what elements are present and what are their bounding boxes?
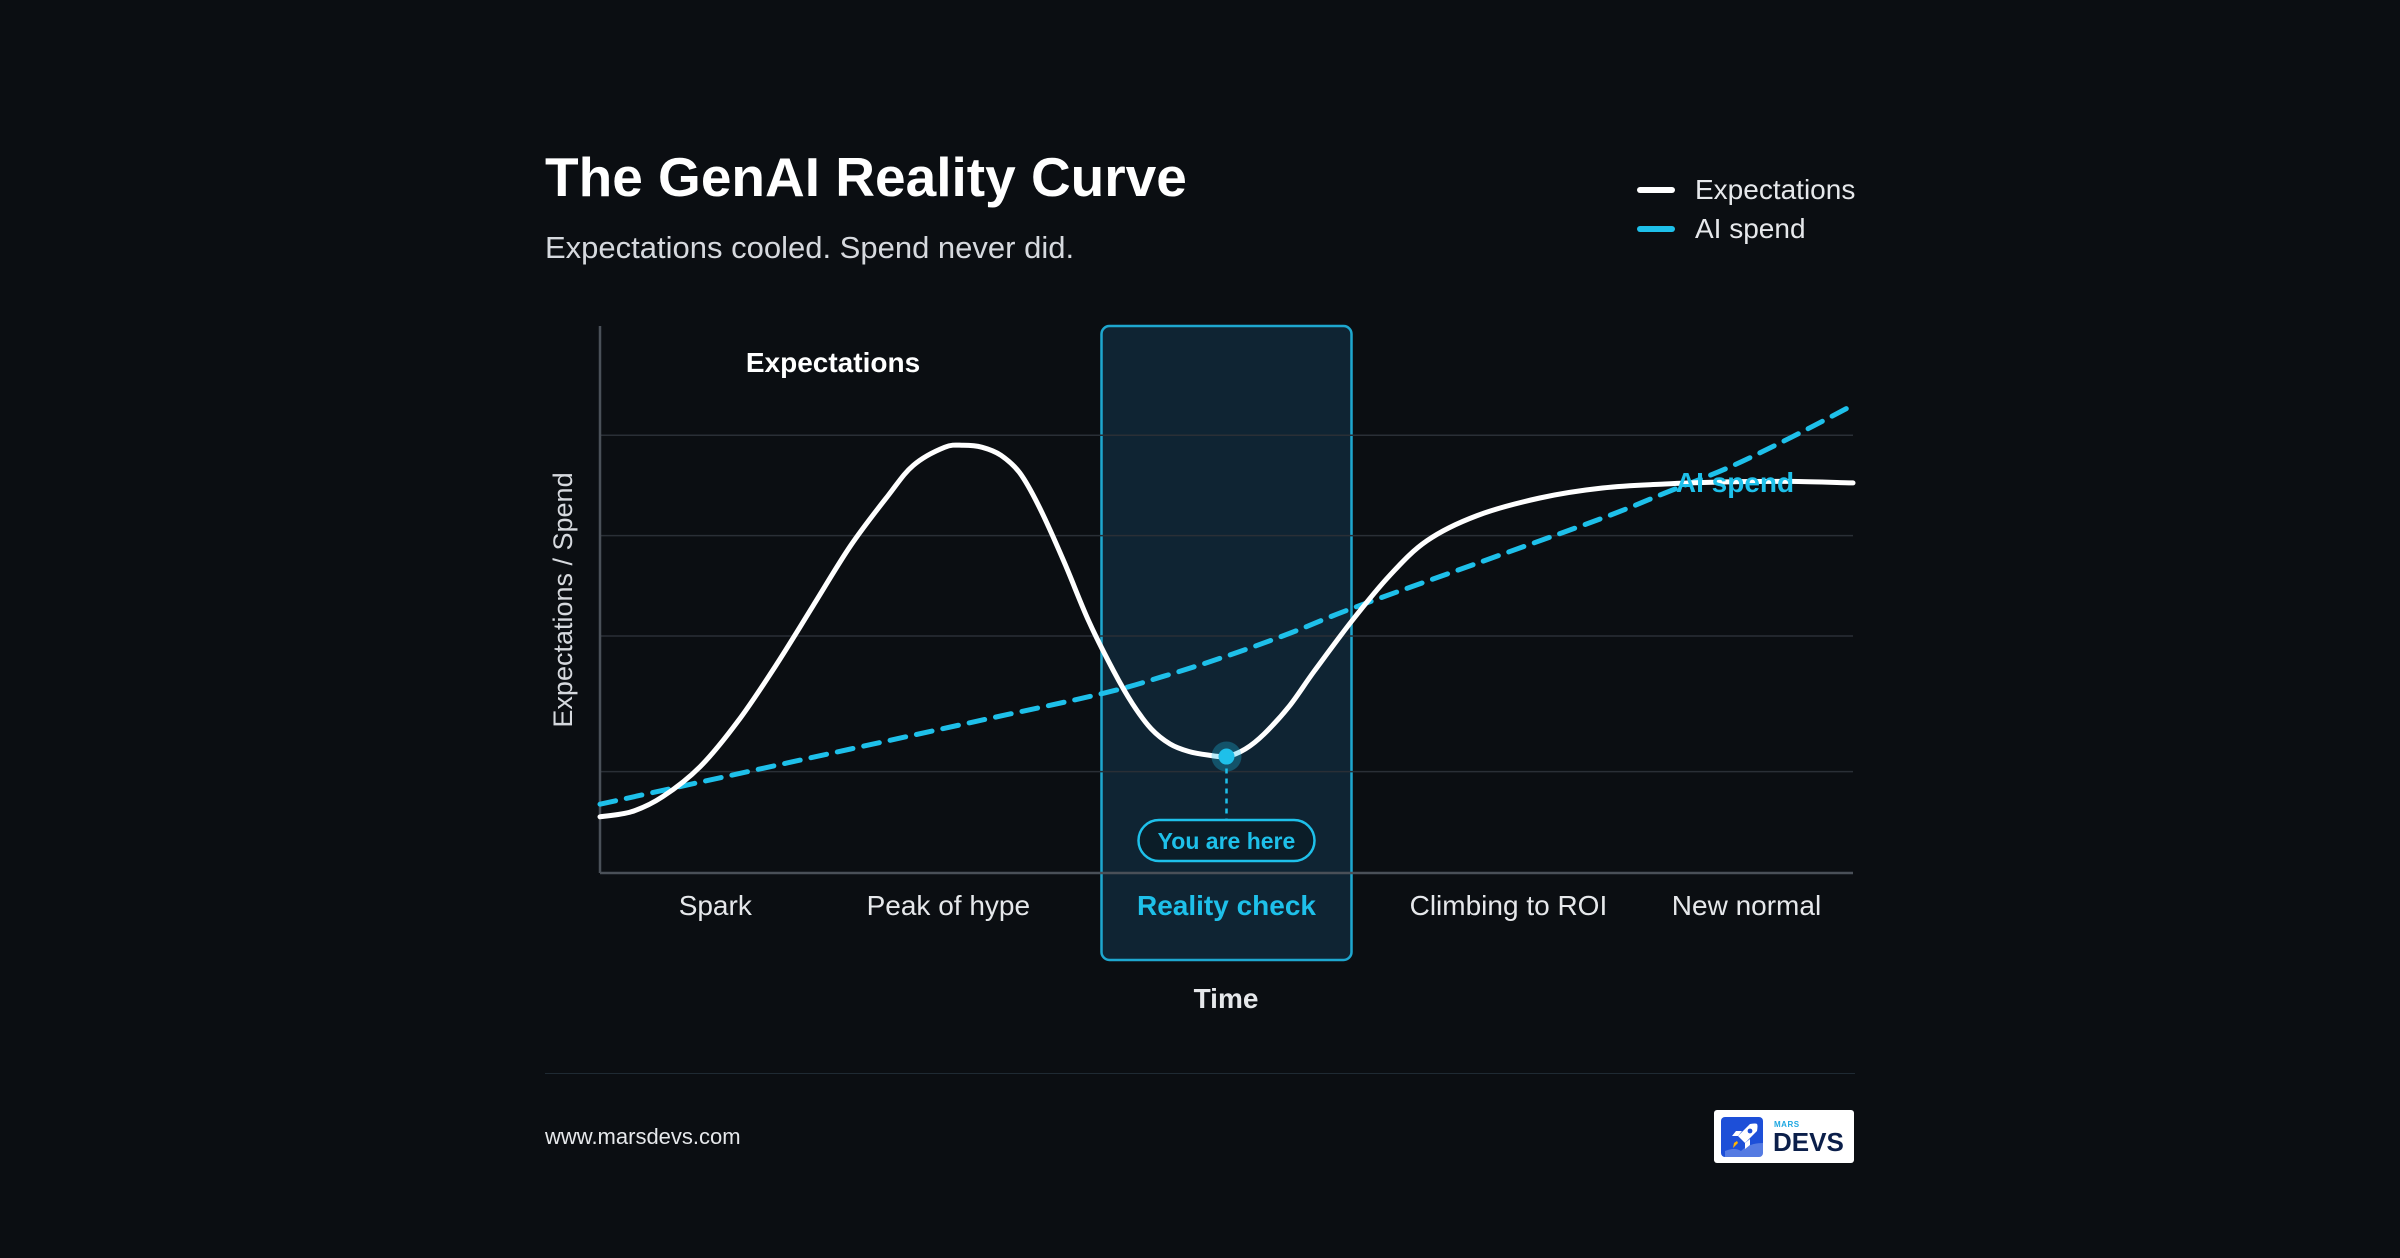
legend-swatch-ai-spend xyxy=(1637,225,1675,232)
highlight-band xyxy=(1100,324,1353,962)
legend-label-ai-spend: AI spend xyxy=(1695,212,1806,244)
rocket-icon xyxy=(1721,1117,1763,1157)
annotation-ai-spend: AI spend xyxy=(1676,467,1794,498)
legend-swatch-expectations xyxy=(1637,186,1675,193)
marker-pill xyxy=(1137,818,1316,863)
x-tick-label-new-normal: New normal xyxy=(1672,890,1821,921)
x-tick-label-spark: Spark xyxy=(679,890,753,921)
page-subtitle: Expectations cooled. Spend never did. xyxy=(545,230,1075,265)
legend-label-expectations: Expectations xyxy=(1695,173,1856,205)
annotation-expectations: Expectations xyxy=(746,347,920,378)
legend-item-expectations: Expectations xyxy=(1637,170,1855,209)
x-tick-label-peak-of-hype: Peak of hype xyxy=(867,890,1030,921)
footer-url[interactable]: www.marsdevs.com xyxy=(545,1124,741,1149)
y-axis-title: Expectations / Spend xyxy=(548,472,578,727)
chart-legend: Expectations AI spend xyxy=(1637,170,1855,248)
x-tick-label-reality-check: Reality check xyxy=(1137,890,1316,921)
page-title: The GenAI Reality Curve xyxy=(545,146,1187,208)
marker-label: You are here xyxy=(1158,828,1296,854)
series-expectations-line xyxy=(597,442,1856,820)
legend-item-ai-spend: AI spend xyxy=(1637,209,1855,248)
x-tick-label-climbing-to-roi: Climbing to ROI xyxy=(1410,890,1608,921)
footer-divider xyxy=(545,1073,1855,1074)
marker-dot xyxy=(1218,748,1235,765)
logo-big-text: DEVS xyxy=(1773,1127,1844,1157)
marsdevs-logo: MARS DEVS xyxy=(1714,1110,1854,1163)
logo-small-text: MARS xyxy=(1774,1120,1800,1129)
x-axis-title: Time xyxy=(1194,983,1259,1014)
